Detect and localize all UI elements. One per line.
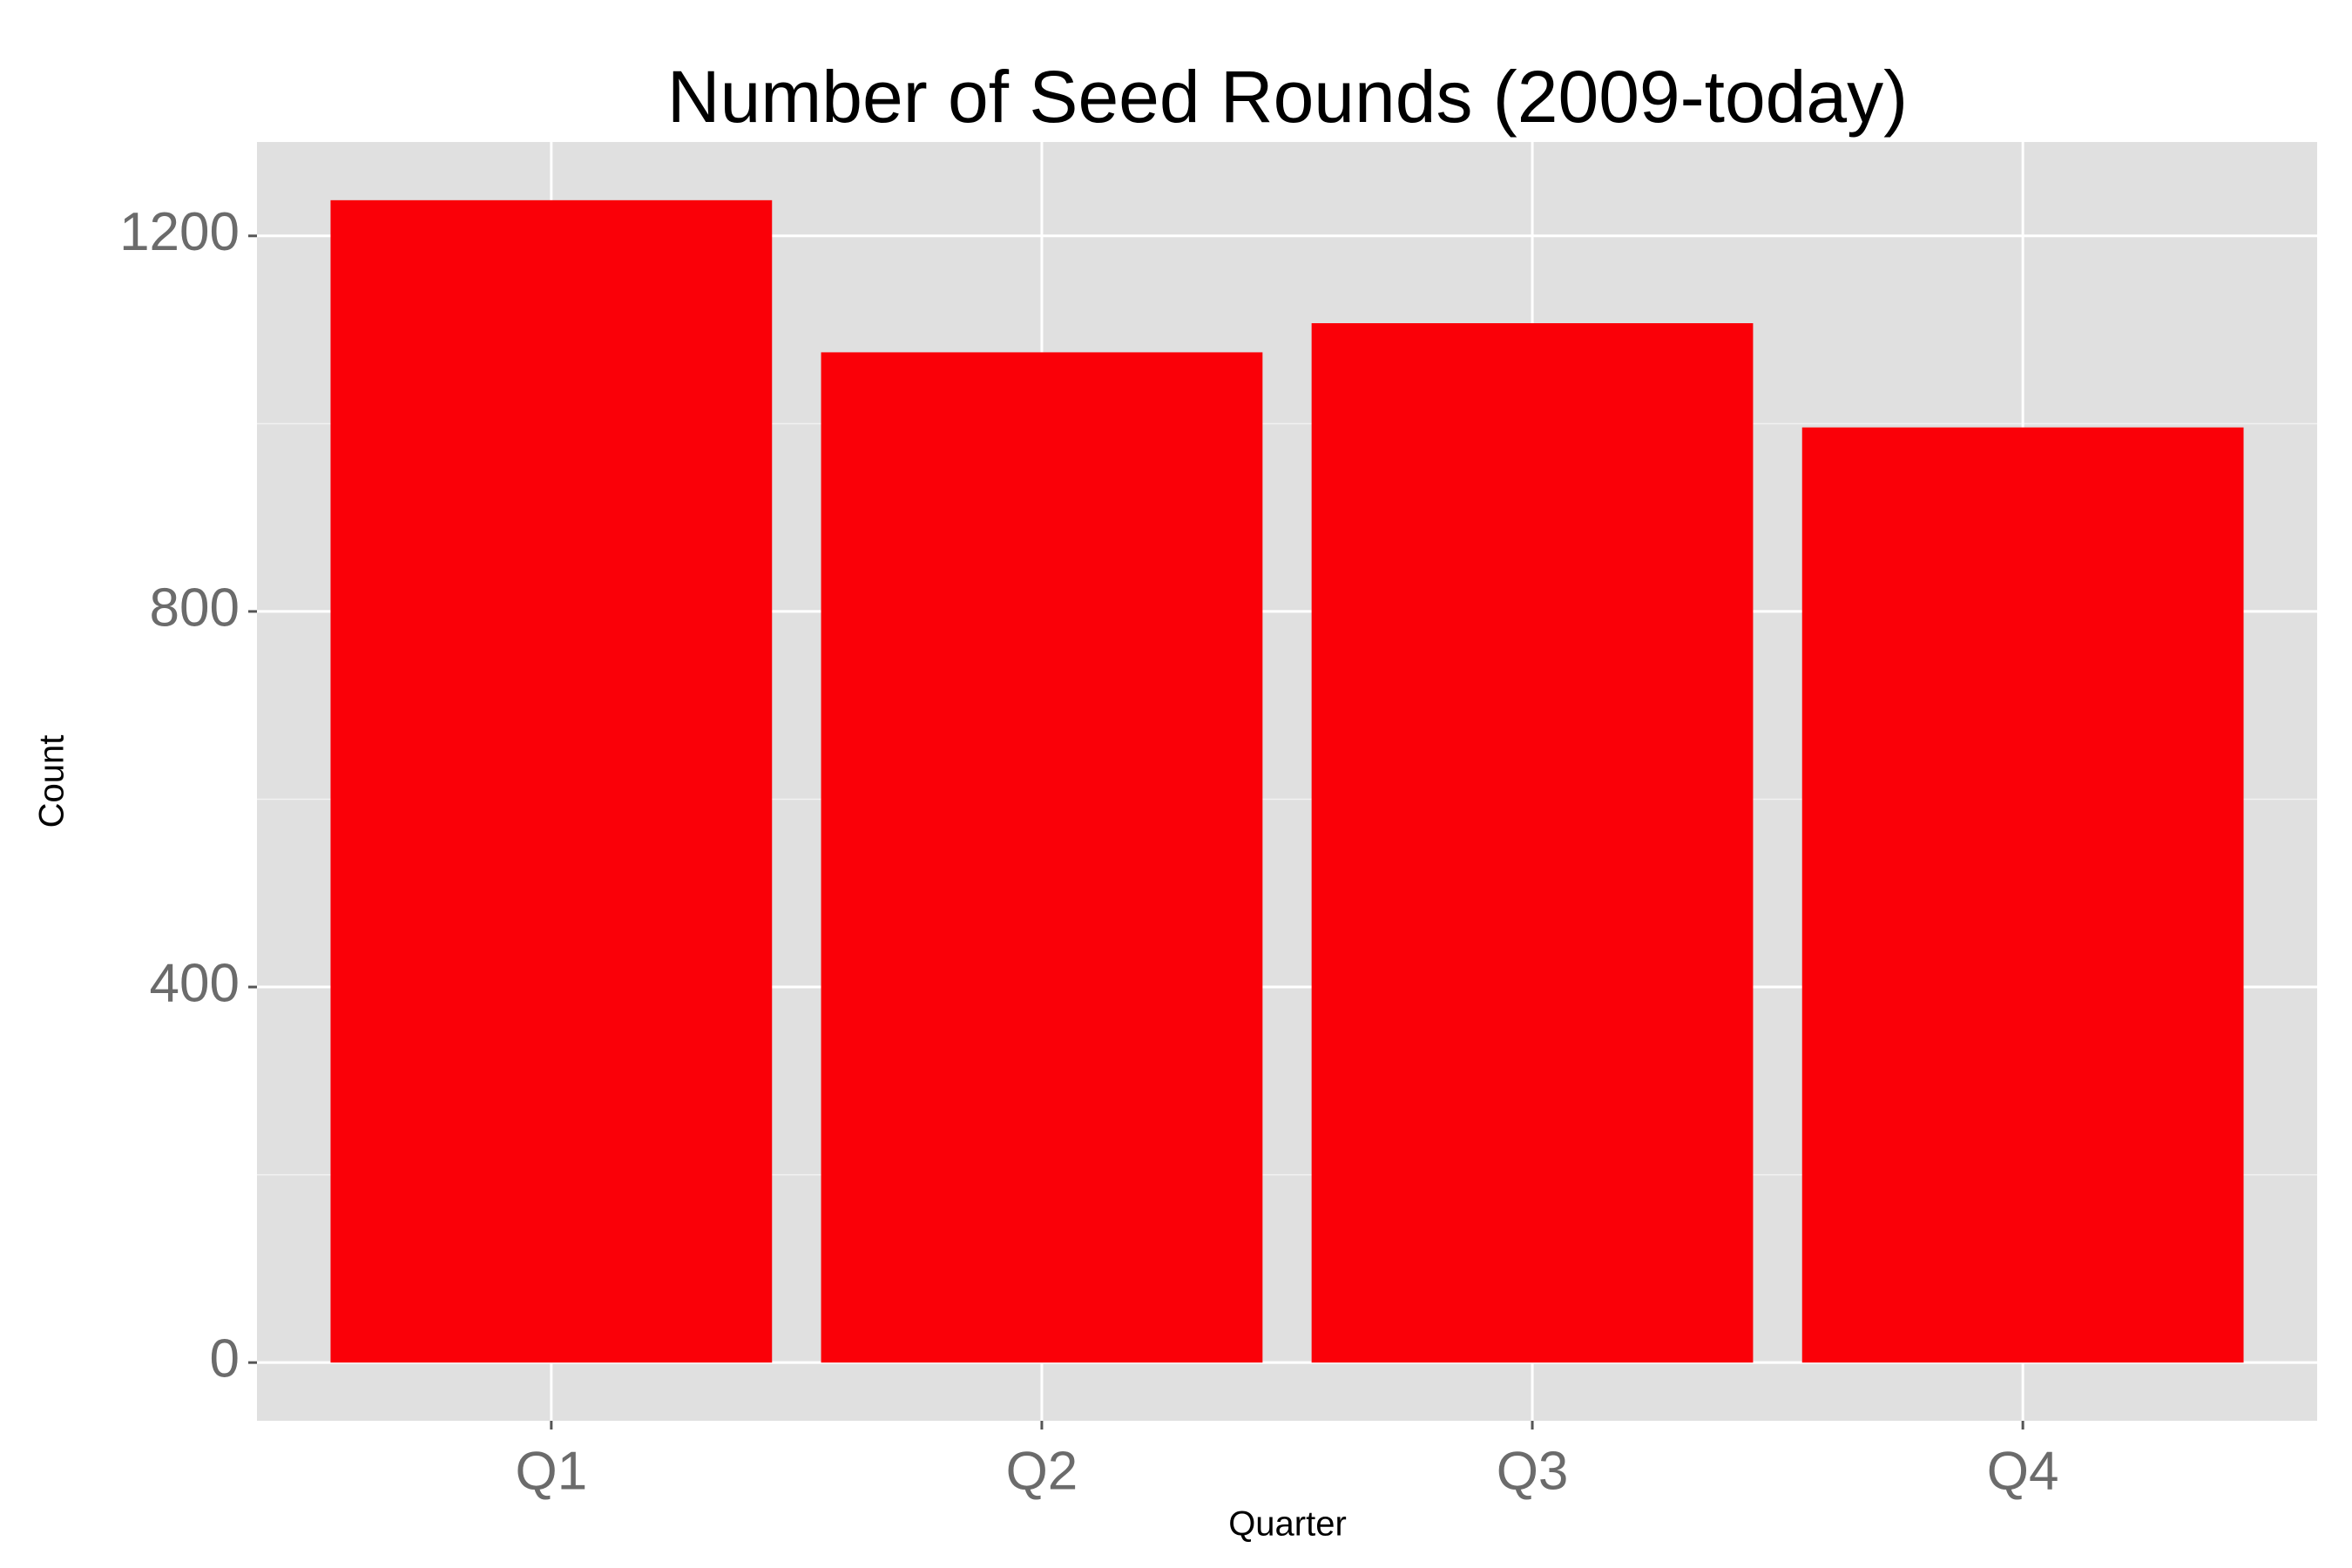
y-tick-label: 800 xyxy=(150,578,240,638)
x-tick-label: Q2 xyxy=(1006,1441,1078,1501)
bar xyxy=(821,352,1263,1363)
y-axis-label: Count xyxy=(33,735,71,828)
bar xyxy=(1311,323,1754,1363)
x-axis-label: Quarter xyxy=(1228,1505,1347,1544)
x-tick-label: Q3 xyxy=(1497,1441,1569,1501)
bar xyxy=(1801,427,2244,1363)
x-tick-label: Q1 xyxy=(515,1441,587,1501)
y-tick-label: 400 xyxy=(150,953,240,1013)
y-tick-label: 1200 xyxy=(119,202,240,262)
bar xyxy=(330,199,773,1363)
x-tick-label: Q4 xyxy=(1987,1441,2059,1501)
y-tick-label: 0 xyxy=(210,1329,240,1389)
chart-title: Number of Seed Rounds (2009-today) xyxy=(667,56,1908,138)
